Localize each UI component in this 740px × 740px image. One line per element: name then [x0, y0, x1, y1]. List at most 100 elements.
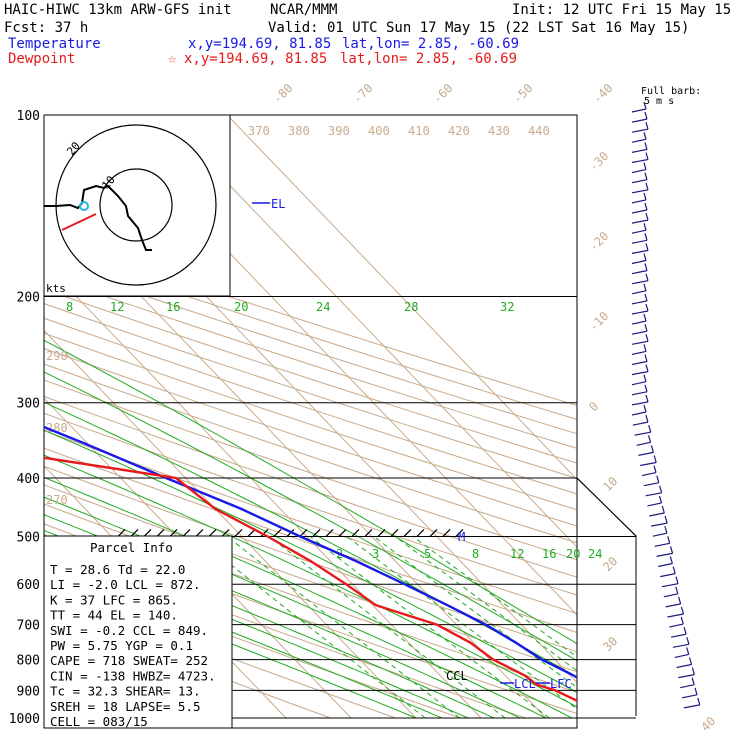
wind-barb	[631, 381, 647, 386]
isotherm-label: -80	[270, 81, 295, 106]
plot-frame	[43, 114, 578, 729]
isotherm-label: -10	[586, 309, 611, 334]
dry-adiabat	[44, 429, 577, 615]
temperature-legend: Temperature	[8, 36, 101, 52]
dry-adiabat	[44, 347, 577, 527]
mixing-ratio-line	[394, 536, 577, 672]
wind-barb	[631, 411, 647, 416]
dry-adiabat	[44, 447, 577, 633]
isotherm-line	[44, 329, 417, 719]
hodograph-kts: kts	[46, 282, 66, 295]
dry-adiabat	[44, 288, 577, 464]
parcel-info-row: TT = 44 EL = 140.	[50, 608, 178, 623]
forecast-hour: Fcst: 37 h	[4, 20, 88, 36]
theta-label: 410	[408, 124, 430, 138]
dry-adiabat	[44, 412, 577, 596]
wind-barb	[631, 330, 648, 335]
star-icon: ☆	[168, 51, 177, 67]
wind-barb	[672, 643, 690, 648]
wind-barb	[631, 249, 649, 254]
hodograph: 20 10 kts	[43, 114, 231, 297]
pressure-tick-label: 700	[17, 619, 40, 634]
isotherm-label: 40	[698, 714, 718, 734]
parcel-info-row: Tc = 32.3 SHEAR= 13.	[50, 684, 201, 699]
theta-label: 380	[288, 124, 310, 138]
pressure-tick-label: 600	[17, 578, 40, 593]
pressure-tick-label: 500	[17, 530, 40, 545]
mixing-ratio-line	[269, 536, 506, 719]
wind-barb	[681, 694, 698, 699]
wind-barb	[631, 320, 647, 325]
parcel-info-row: CELL = 083/15	[50, 714, 148, 729]
dry-adiabat	[44, 332, 577, 511]
wind-barb	[638, 451, 654, 456]
wind-barb	[631, 280, 649, 285]
theta-e-label: 28	[404, 300, 418, 314]
parcel-info-row: T = 28.6 Td = 22.0	[50, 562, 185, 577]
barb-title: Full barb:	[641, 86, 701, 97]
dry-adiabat	[44, 586, 396, 719]
wind-barb	[631, 401, 649, 406]
theta-label: 400	[368, 124, 390, 138]
dry-adiabat	[44, 261, 577, 435]
isotherm-label: 30	[600, 634, 620, 654]
isotherm-line	[161, 115, 577, 548]
wind-barb	[631, 118, 648, 123]
pressure-tick-label: 100	[17, 109, 40, 124]
wind-barb	[634, 431, 651, 436]
wind-barb	[661, 583, 679, 588]
dry-adiabat	[44, 247, 577, 420]
wind-barb	[658, 562, 673, 568]
isotherm-line	[226, 115, 577, 481]
theta-label: 270	[46, 493, 68, 507]
mixing-ratio-label: 20	[566, 547, 580, 561]
org-label: NCAR/MMM	[270, 2, 337, 18]
pressure-tick-label: 1000	[9, 712, 40, 727]
pressure-tick-label: 300	[17, 397, 40, 412]
lfc-marker: LFC	[550, 677, 572, 691]
wind-barb	[640, 461, 657, 467]
pressure-tick-label: 900	[17, 684, 40, 699]
parcel-info-row: CIN = -138 HWBZ= 4723.	[50, 668, 216, 683]
wind-barb	[631, 290, 647, 295]
theta-label: 390	[328, 124, 350, 138]
mixing-ratio-line	[226, 536, 460, 719]
plot-right-edge	[576, 477, 637, 716]
wind-barb	[669, 623, 684, 628]
isotherm-label: 20	[600, 554, 620, 574]
wind-barb	[656, 552, 673, 557]
storm-motion-vector	[61, 213, 97, 231]
isotherm-label: -50	[510, 81, 535, 106]
mixing-ratio-label: 24	[588, 547, 602, 561]
wind-barb	[631, 219, 649, 224]
lcl-marker: LCL	[514, 677, 536, 691]
wind-barb	[631, 158, 649, 164]
dry-adiabat	[44, 234, 577, 406]
theta-e-label: 12	[110, 300, 124, 314]
wind-barb	[643, 482, 659, 487]
temperature-xy: x,y=194.69, 81.85	[188, 36, 331, 52]
theta-e-label: 16	[166, 300, 180, 314]
wind-barb	[631, 189, 649, 194]
pressure-tick-label: 400	[17, 472, 40, 487]
parcel-info-row: LI = -2.0 LCL = 872.	[50, 577, 201, 592]
wind-barb	[645, 492, 662, 497]
isotherm-label: 10	[600, 474, 620, 494]
wind-barb	[631, 360, 648, 366]
parcel-info-row: PW = 5.75 YGP = 0.1	[50, 638, 193, 653]
hodograph-ring-inner	[99, 168, 173, 242]
dewpoint-profile	[44, 456, 577, 703]
wind-barb	[631, 371, 649, 376]
wind-barb	[631, 138, 647, 143]
mixing-ratio-line	[346, 536, 577, 710]
parcel-info-panel: Parcel Info T = 28.6 Td = 22.0LI = -2.0 …	[43, 535, 233, 729]
wind-barb	[649, 512, 665, 517]
storm-motion-marker	[79, 201, 89, 211]
barb-unit: 5 m s	[644, 96, 674, 107]
wind-barb	[631, 148, 648, 153]
wind-barb	[631, 391, 648, 396]
mixing-ratio-label: 12	[510, 547, 524, 561]
isotherm-label: -60	[430, 81, 455, 106]
parcel-info-row: K = 37 LFC = 865.	[50, 592, 178, 607]
